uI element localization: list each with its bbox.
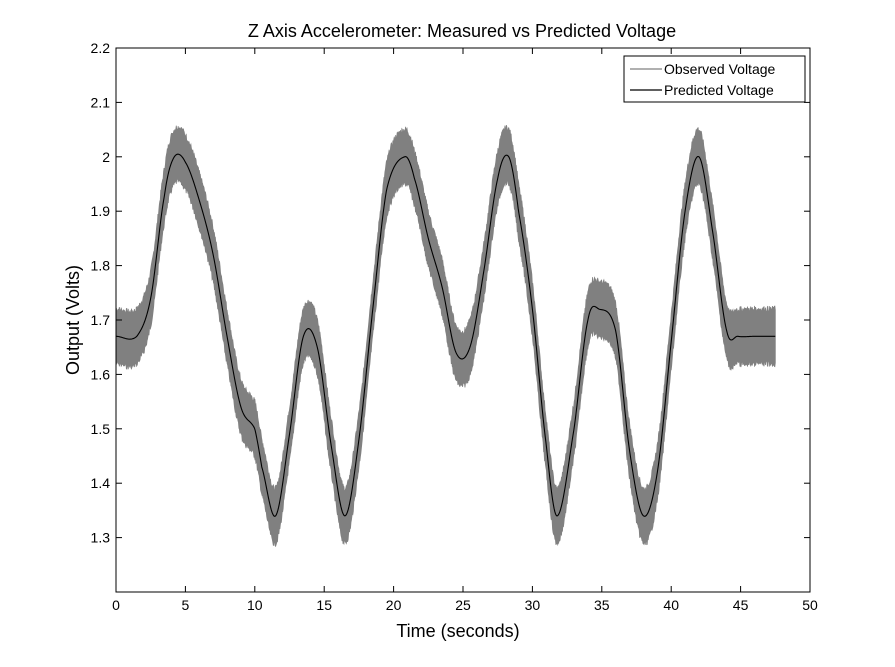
- x-tick-label: 35: [594, 597, 610, 613]
- y-tick-label: 1.9: [91, 203, 111, 219]
- y-tick-label: 1.4: [91, 475, 111, 491]
- x-tick-label: 20: [386, 597, 402, 613]
- legend: Observed Voltage Predicted Voltage: [623, 55, 806, 103]
- x-tick-label: 45: [733, 597, 749, 613]
- y-tick-label: 1.7: [91, 312, 111, 328]
- observed-voltage-band: [115, 125, 776, 548]
- y-tick-label: 1.5: [91, 421, 111, 437]
- chart-title: Z Axis Accelerometer: Measured vs Predic…: [248, 21, 676, 41]
- predicted-voltage-line: [115, 153, 776, 517]
- x-tick-label: 10: [247, 597, 263, 613]
- x-tick-label: 25: [455, 597, 471, 613]
- x-tick-label: 0: [112, 597, 120, 613]
- x-axis-label: Time (seconds): [396, 621, 519, 641]
- legend-box: [623, 55, 806, 103]
- y-axis-label: Output (Volts): [63, 265, 83, 375]
- y-tick-label: 2: [102, 149, 110, 165]
- x-tick-label: 50: [802, 597, 818, 613]
- x-tick-label: 15: [316, 597, 332, 613]
- y-axis: 1.3 1.4 1.5 1.6 1.7 1.8 1.9 2 2.1 2.2: [91, 40, 810, 546]
- y-tick-label: 1.8: [91, 258, 111, 274]
- x-axis: 0 5 10 15 20 25 30 35 40 45 50: [112, 48, 818, 613]
- y-tick-label: 1.6: [91, 366, 111, 382]
- observed-voltage-area: [115, 125, 776, 548]
- legend-label-observed: Observed Voltage: [664, 61, 776, 77]
- y-tick-label: 2.2: [91, 40, 111, 56]
- x-tick-label: 5: [182, 597, 190, 613]
- legend-label-predicted: Predicted Voltage: [664, 82, 774, 98]
- x-tick-label: 40: [663, 597, 679, 613]
- y-tick-label: 2.1: [91, 94, 111, 110]
- y-tick-label: 1.3: [91, 530, 111, 546]
- x-tick-label: 30: [525, 597, 541, 613]
